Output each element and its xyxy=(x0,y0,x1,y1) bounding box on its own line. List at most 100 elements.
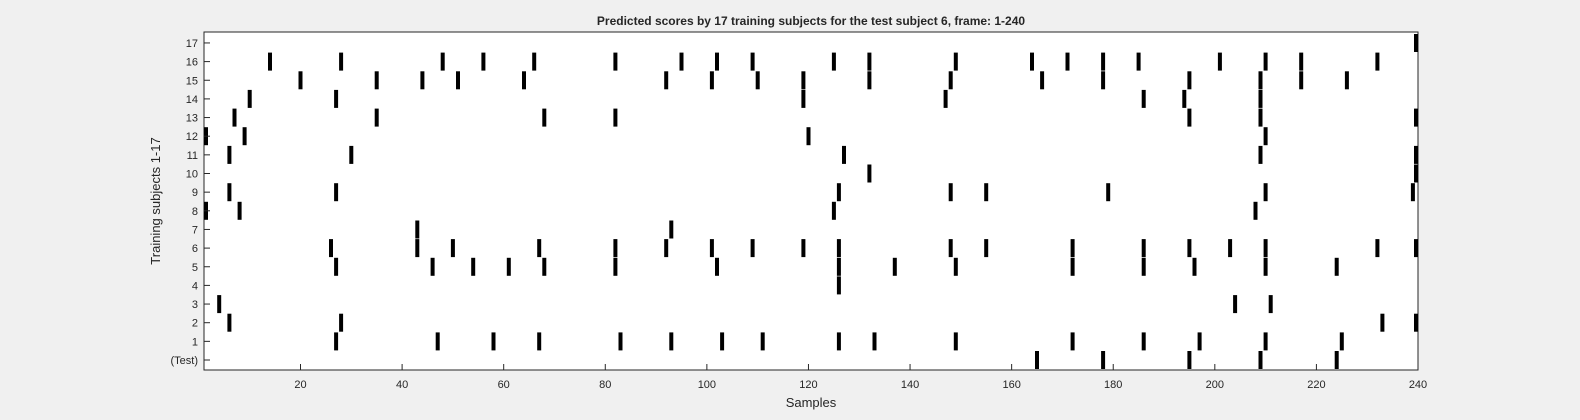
score-mark xyxy=(953,257,958,276)
score-mark xyxy=(892,257,897,276)
y-tick-label: 3 xyxy=(192,299,198,311)
x-tick-label: 20 xyxy=(294,379,306,391)
score-mark xyxy=(801,89,806,108)
score-mark xyxy=(227,145,232,164)
score-mark xyxy=(1263,332,1268,351)
score-mark xyxy=(1414,164,1418,183)
score-mark xyxy=(836,239,841,258)
score-mark xyxy=(1187,351,1192,369)
y-tick-label: 9 xyxy=(192,187,198,199)
score-mark xyxy=(1101,52,1106,71)
x-tick-label: 60 xyxy=(498,379,510,391)
score-mark xyxy=(1065,52,1070,71)
score-mark xyxy=(1258,71,1263,90)
score-mark xyxy=(450,239,455,258)
y-tick-label: 2 xyxy=(192,318,198,330)
x-tick-label: 160 xyxy=(1002,379,1020,391)
score-mark xyxy=(298,71,303,90)
score-mark xyxy=(669,220,674,239)
score-mark xyxy=(842,145,846,164)
score-mark xyxy=(1299,71,1304,90)
score-mark xyxy=(1106,183,1111,202)
score-mark xyxy=(1344,71,1349,90)
x-tick-label: 140 xyxy=(901,379,919,391)
score-mark xyxy=(247,89,252,108)
score-mark xyxy=(329,239,333,258)
score-mark xyxy=(801,239,806,258)
score-mark xyxy=(984,183,989,202)
y-tick-label: 10 xyxy=(186,169,198,181)
score-mark xyxy=(481,52,486,71)
y-tick-label: 6 xyxy=(192,243,198,255)
score-mark xyxy=(1375,239,1380,258)
x-axis-label: Samples xyxy=(786,395,837,410)
score-mark xyxy=(709,239,714,258)
score-mark xyxy=(435,332,440,351)
score-mark xyxy=(1070,257,1075,276)
score-mark xyxy=(1040,71,1045,90)
score-mark xyxy=(227,313,232,332)
score-mark xyxy=(232,108,237,127)
score-mark xyxy=(1334,257,1339,276)
score-mark xyxy=(836,183,841,202)
score-mark xyxy=(613,52,618,71)
score-mark xyxy=(1187,108,1192,127)
score-mark xyxy=(1035,351,1039,369)
y-tick-label: 8 xyxy=(192,206,198,218)
score-mark xyxy=(831,201,836,220)
score-mark xyxy=(522,71,526,90)
score-mark xyxy=(1070,239,1075,258)
x-tick-label: 180 xyxy=(1104,379,1122,391)
score-mark xyxy=(537,239,542,258)
score-mark xyxy=(867,164,872,183)
score-mark xyxy=(1258,89,1263,108)
score-mark xyxy=(1334,351,1339,369)
score-mark xyxy=(242,127,247,146)
plot-area xyxy=(203,31,1419,371)
score-mark xyxy=(948,239,953,258)
score-mark xyxy=(491,332,496,351)
score-mark xyxy=(618,332,623,351)
score-mark xyxy=(532,52,537,71)
score-mark xyxy=(420,71,425,90)
score-mark xyxy=(613,239,618,258)
score-mark xyxy=(1187,71,1192,90)
score-mark xyxy=(1268,295,1273,314)
score-mark xyxy=(709,71,714,90)
score-mark xyxy=(415,239,420,258)
score-mark xyxy=(415,220,420,239)
score-mark xyxy=(1141,89,1146,108)
score-mark xyxy=(1380,313,1385,332)
y-tick-label: 7 xyxy=(192,224,198,236)
score-mark xyxy=(1228,239,1233,258)
score-mark xyxy=(542,257,547,276)
score-mark xyxy=(1253,201,1258,220)
x-tick-label: 100 xyxy=(698,379,716,391)
score-mark xyxy=(1339,332,1344,351)
score-mark xyxy=(542,108,547,127)
score-mark xyxy=(836,276,841,295)
score-mark xyxy=(339,52,344,71)
score-mark xyxy=(537,332,542,351)
x-axis-ticks: 20 40 60 80 100 120 140 160 180 200 220 240 xyxy=(294,364,1427,391)
score-mark xyxy=(867,52,872,71)
score-mark xyxy=(831,52,836,71)
y-axis-label: Training subjects 1-17 xyxy=(148,137,163,264)
score-mark xyxy=(720,332,725,351)
score-mark xyxy=(664,239,669,258)
score-mark xyxy=(750,52,755,71)
x-tick-label: 120 xyxy=(799,379,817,391)
score-mark xyxy=(506,257,511,276)
score-mark xyxy=(268,52,272,71)
x-tick-label: 80 xyxy=(599,379,611,391)
score-mark xyxy=(664,71,669,90)
x-tick-label: 240 xyxy=(1409,379,1427,391)
score-mark xyxy=(948,183,953,202)
score-mark xyxy=(334,257,339,276)
score-mark xyxy=(953,332,958,351)
y-tick-label: 14 xyxy=(186,94,198,106)
y-tick-label: (Test) xyxy=(171,355,199,367)
score-mark xyxy=(613,108,618,127)
